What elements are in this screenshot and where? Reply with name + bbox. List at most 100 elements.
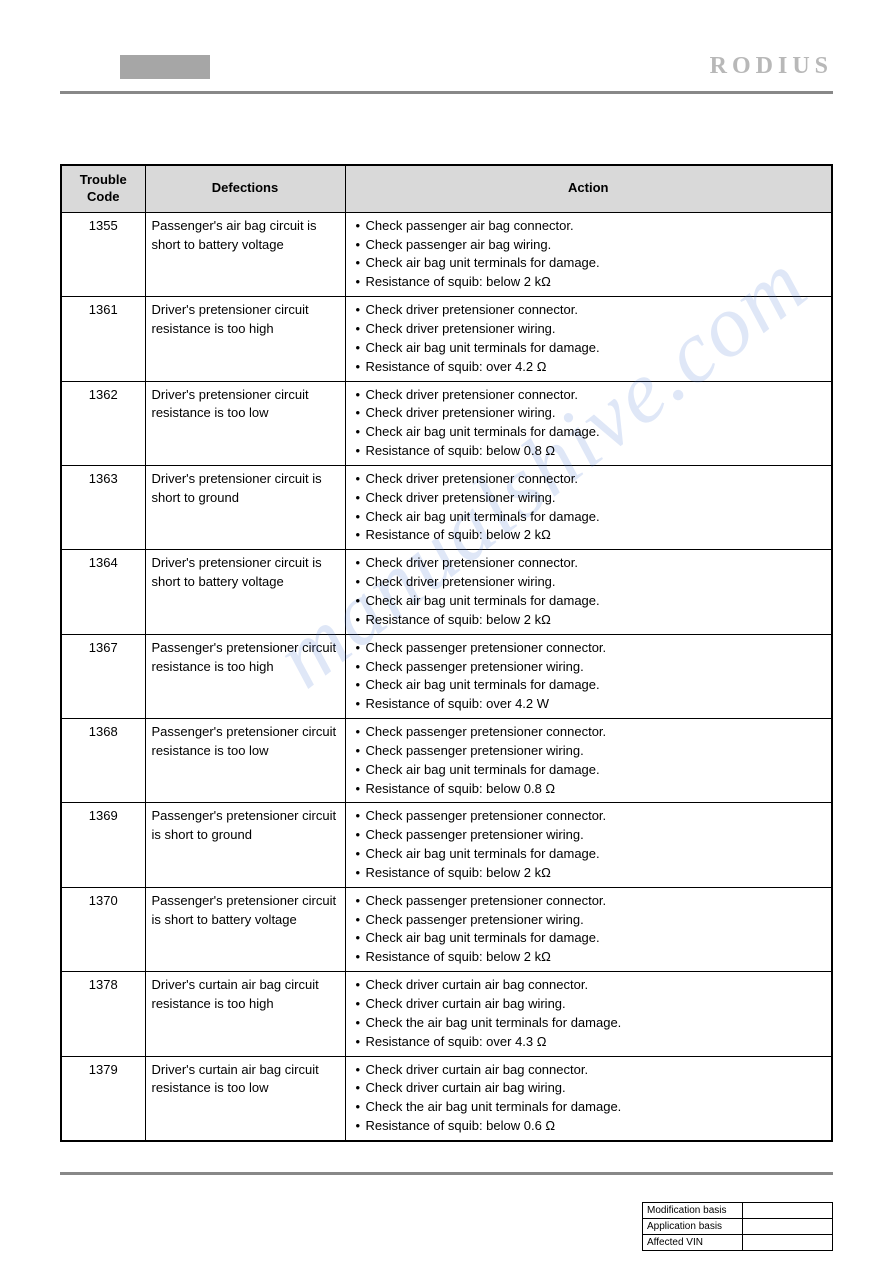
action-cell: Check driver curtain air bag connector.C… — [345, 1056, 832, 1141]
action-item: Check driver pretensioner connector. — [352, 470, 826, 489]
footer-divider — [60, 1172, 833, 1175]
action-item: Check driver pretensioner connector. — [352, 386, 826, 405]
action-item: Check passenger pretensioner wiring. — [352, 742, 826, 761]
brand-logo: RODIUS — [710, 53, 833, 80]
action-item: Check air bag unit terminals for damage. — [352, 508, 826, 527]
action-item: Check passenger pretensioner connector. — [352, 639, 826, 658]
action-item: Check driver pretensioner wiring. — [352, 573, 826, 592]
action-item: Check passenger pretensioner connector. — [352, 723, 826, 742]
action-item: Check air bag unit terminals for damage. — [352, 423, 826, 442]
header-bar: RODIUS — [60, 55, 833, 87]
action-cell: Check driver pretensioner connector.Chec… — [345, 297, 832, 381]
header-trouble-code: Trouble Code — [61, 165, 145, 212]
defection-cell: Driver's curtain air bag circuit resista… — [145, 1056, 345, 1141]
action-item: Check driver pretensioner wiring. — [352, 404, 826, 423]
footer-value — [743, 1219, 833, 1235]
table-row: 1367Passenger's pretensioner circuit res… — [61, 634, 832, 718]
action-item: Check air bag unit terminals for damage. — [352, 254, 826, 273]
trouble-code-cell: 1355 — [61, 212, 145, 296]
defection-cell: Driver's pretensioner circuit is short t… — [145, 465, 345, 549]
action-item: Check passenger pretensioner connector. — [352, 807, 826, 826]
table-row: 1370Passenger's pretensioner circuit is … — [61, 887, 832, 971]
table-row: 1361Driver's pretensioner circuit resist… — [61, 297, 832, 381]
table-row: 1363Driver's pretensioner circuit is sho… — [61, 465, 832, 549]
trouble-code-cell: 1368 — [61, 719, 145, 803]
action-item: Check driver pretensioner connector. — [352, 554, 826, 573]
action-item: Resistance of squib: over 4.2 Ω — [352, 358, 826, 377]
action-cell: Check driver pretensioner connector.Chec… — [345, 550, 832, 634]
action-item: Check passenger pretensioner wiring. — [352, 911, 826, 930]
trouble-code-cell: 1362 — [61, 381, 145, 465]
action-item: Resistance of squib: over 4.3 Ω — [352, 1033, 826, 1052]
action-item: Check passenger pretensioner wiring. — [352, 658, 826, 677]
action-item: Check driver pretensioner connector. — [352, 301, 826, 320]
action-cell: Check driver pretensioner connector.Chec… — [345, 465, 832, 549]
action-item: Resistance of squib: below 0.8 Ω — [352, 442, 826, 461]
defection-cell: Passenger's pretensioner circuit resista… — [145, 719, 345, 803]
table-row: 1369Passenger's pretensioner circuit is … — [61, 803, 832, 887]
action-item: Resistance of squib: below 2 kΩ — [352, 864, 826, 883]
action-cell: Check driver curtain air bag connector.C… — [345, 972, 832, 1056]
header-defections: Defections — [145, 165, 345, 212]
header-action: Action — [345, 165, 832, 212]
footer-label: Affected VIN — [643, 1235, 743, 1251]
footer-value — [743, 1203, 833, 1219]
action-cell: Check passenger pretensioner connector.C… — [345, 803, 832, 887]
trouble-code-cell: 1363 — [61, 465, 145, 549]
action-item: Check air bag unit terminals for damage. — [352, 761, 826, 780]
action-item: Resistance of squib: below 2 kΩ — [352, 611, 826, 630]
table-header-row: Trouble Code Defections Action — [61, 165, 832, 212]
footer-row: Modification basis — [643, 1203, 833, 1219]
action-item: Resistance of squib: below 0.6 Ω — [352, 1117, 826, 1136]
table-row: 1355Passenger's air bag circuit is short… — [61, 212, 832, 296]
action-item: Check air bag unit terminals for damage. — [352, 592, 826, 611]
action-item: Resistance of squib: below 2 kΩ — [352, 273, 826, 292]
table-row: 1379Driver's curtain air bag circuit res… — [61, 1056, 832, 1141]
action-item: Check passenger air bag connector. — [352, 217, 826, 236]
action-item: Check driver curtain air bag connector. — [352, 1061, 826, 1080]
action-item: Check air bag unit terminals for damage. — [352, 929, 826, 948]
action-cell: Check driver pretensioner connector.Chec… — [345, 381, 832, 465]
action-item: Resistance of squib: below 0.8 Ω — [352, 780, 826, 799]
action-item: Check air bag unit terminals for damage. — [352, 339, 826, 358]
trouble-code-cell: 1361 — [61, 297, 145, 381]
trouble-code-cell: 1364 — [61, 550, 145, 634]
action-cell: Check passenger pretensioner connector.C… — [345, 634, 832, 718]
action-item: Check driver pretensioner wiring. — [352, 489, 826, 508]
action-item: Resistance of squib: below 2 kΩ — [352, 948, 826, 967]
action-item: Check driver curtain air bag wiring. — [352, 995, 826, 1014]
footer-label: Application basis — [643, 1219, 743, 1235]
action-item: Check the air bag unit terminals for dam… — [352, 1098, 826, 1117]
trouble-code-cell: 1367 — [61, 634, 145, 718]
table-row: 1368Passenger's pretensioner circuit res… — [61, 719, 832, 803]
action-item: Check passenger air bag wiring. — [352, 236, 826, 255]
defection-cell: Passenger's pretensioner circuit is shor… — [145, 887, 345, 971]
action-item: Resistance of squib: over 4.2 W — [352, 695, 826, 714]
footer-row: Application basis — [643, 1219, 833, 1235]
action-item: Check air bag unit terminals for damage. — [352, 676, 826, 695]
defection-cell: Driver's pretensioner circuit resistance… — [145, 297, 345, 381]
table-row: 1364Driver's pretensioner circuit is sho… — [61, 550, 832, 634]
action-cell: Check passenger air bag connector.Check … — [345, 212, 832, 296]
action-item: Resistance of squib: below 2 kΩ — [352, 526, 826, 545]
trouble-code-cell: 1379 — [61, 1056, 145, 1141]
action-item: Check driver pretensioner wiring. — [352, 320, 826, 339]
action-cell: Check passenger pretensioner connector.C… — [345, 719, 832, 803]
defection-cell: Passenger's pretensioner circuit is shor… — [145, 803, 345, 887]
action-item: Check the air bag unit terminals for dam… — [352, 1014, 826, 1033]
footer-value — [743, 1235, 833, 1251]
footer-label: Modification basis — [643, 1203, 743, 1219]
trouble-code-cell: 1378 — [61, 972, 145, 1056]
page-marker-block — [120, 55, 210, 79]
action-item: Check driver curtain air bag wiring. — [352, 1079, 826, 1098]
defection-cell: Driver's curtain air bag circuit resista… — [145, 972, 345, 1056]
action-cell: Check passenger pretensioner connector.C… — [345, 887, 832, 971]
table-row: 1362Driver's pretensioner circuit resist… — [61, 381, 832, 465]
defection-cell: Driver's pretensioner circuit resistance… — [145, 381, 345, 465]
footer-info-box: Modification basisApplication basisAffec… — [642, 1202, 833, 1251]
defection-cell: Driver's pretensioner circuit is short t… — [145, 550, 345, 634]
action-item: Check passenger pretensioner connector. — [352, 892, 826, 911]
trouble-code-cell: 1369 — [61, 803, 145, 887]
action-item: Check driver curtain air bag connector. — [352, 976, 826, 995]
header-divider — [60, 91, 833, 94]
